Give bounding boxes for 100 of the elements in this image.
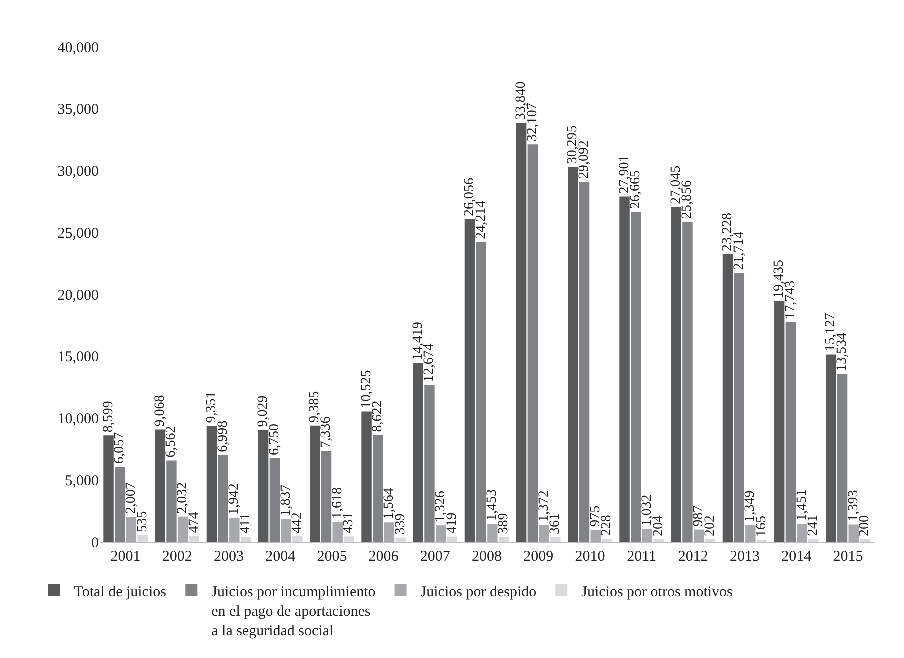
bar: [654, 539, 664, 542]
bar: [631, 212, 642, 542]
bar: [166, 460, 177, 542]
bar: [258, 430, 269, 542]
data-label: 339: [393, 514, 408, 535]
x-tick-label: 2004: [266, 549, 296, 565]
y-tick-label: 10,000: [58, 412, 99, 428]
bar: [579, 182, 590, 542]
bar: [620, 196, 630, 542]
x-tick-label: 2003: [214, 549, 244, 565]
bar: [178, 516, 188, 542]
x-tick-label: 2010: [575, 549, 606, 565]
data-label: 442: [290, 512, 306, 534]
data-label: 165: [754, 516, 770, 537]
data-label: 7,336: [319, 416, 334, 448]
bar: [774, 301, 785, 542]
bar: [464, 220, 476, 542]
bar: [230, 518, 240, 542]
data-label: 474: [186, 512, 202, 534]
bar: [590, 530, 601, 542]
data-label: 389: [496, 513, 512, 534]
legend-label: Total de juicios: [74, 584, 167, 600]
bar: [332, 522, 343, 542]
bar: [384, 522, 395, 542]
data-label: 1,942: [227, 483, 242, 515]
data-label: 8,622: [370, 400, 386, 432]
bar: [786, 322, 796, 542]
bar: [694, 530, 704, 542]
y-tick-label: 35,000: [58, 102, 99, 118]
x-tick-label: 2015: [833, 549, 864, 565]
x-tick-label: 2007: [420, 549, 451, 565]
bar: [642, 529, 653, 542]
bar: [104, 436, 114, 542]
data-label: 17,743: [783, 280, 798, 320]
bar: [310, 426, 320, 542]
data-label: 228: [600, 515, 615, 536]
bar: [218, 455, 228, 542]
legend-label: Juicios por incumplimiento en el pago de aportaciones a la seguridad social: [212, 584, 376, 640]
data-label: 200: [858, 516, 873, 537]
data-label: 29,092: [577, 140, 592, 179]
data-label: 9,351: [204, 392, 220, 424]
x-tick-label: 2011: [627, 549, 657, 565]
bar: [292, 536, 303, 542]
data-label: 431: [342, 512, 357, 534]
data-label: 419: [444, 512, 460, 534]
data-label: 6,750: [267, 424, 282, 456]
bar: [396, 538, 406, 542]
bar: [488, 524, 498, 542]
data-label: 202: [702, 516, 718, 536]
data-label: 204: [651, 515, 666, 536]
bar: [126, 517, 137, 542]
bar: [115, 467, 126, 542]
data-label: 411: [238, 513, 254, 534]
bar: [671, 207, 682, 542]
bar: [837, 374, 848, 542]
bar: [539, 525, 550, 542]
bar: [270, 458, 280, 542]
bar: [826, 354, 836, 542]
bar: [206, 426, 218, 542]
data-label: 6,562: [164, 426, 180, 458]
bar: [138, 535, 148, 542]
bar: [373, 435, 384, 542]
legend-label: Juicios por otros motivos: [582, 584, 734, 600]
x-tick-label: 2006: [368, 549, 400, 565]
x-tick-label: 2013: [730, 549, 760, 565]
data-label: 12,674: [422, 344, 438, 382]
bar: [550, 538, 561, 542]
y-tick-label: 30,000: [58, 164, 99, 180]
x-tick-label: 2001: [110, 549, 141, 565]
bar: [516, 123, 527, 542]
bar: [447, 536, 458, 542]
bar: [722, 254, 734, 542]
bar: [240, 536, 252, 542]
data-label: 24,214: [474, 200, 489, 240]
y-tick-label: 15,000: [58, 350, 99, 366]
bar: [848, 524, 859, 542]
x-tick-label: 2005: [317, 549, 348, 565]
bar: [413, 364, 424, 542]
bar: [797, 524, 808, 542]
bar: [424, 385, 435, 542]
x-tick-label: 2009: [524, 549, 554, 565]
bar: [362, 412, 372, 542]
y-tick-label: 0: [92, 535, 99, 552]
data-label: 2,032: [176, 482, 191, 514]
bar: [734, 273, 744, 542]
data-label: 9,068: [152, 395, 168, 427]
bar: [281, 519, 292, 542]
y-tick-label: 25,000: [58, 226, 99, 242]
y-tick-label: 40,000: [58, 40, 99, 56]
bar: [682, 222, 693, 542]
x-tick-label: 2002: [162, 549, 192, 565]
bar: [344, 536, 354, 542]
x-tick-label: 2008: [472, 549, 502, 565]
data-label: 8,599: [101, 401, 116, 433]
bar: [321, 451, 332, 542]
bar: [808, 539, 819, 542]
bar: [436, 526, 446, 542]
data-label: 6,057: [112, 432, 128, 464]
bar: [155, 430, 166, 542]
y-tick-label: 5,000: [65, 473, 99, 490]
